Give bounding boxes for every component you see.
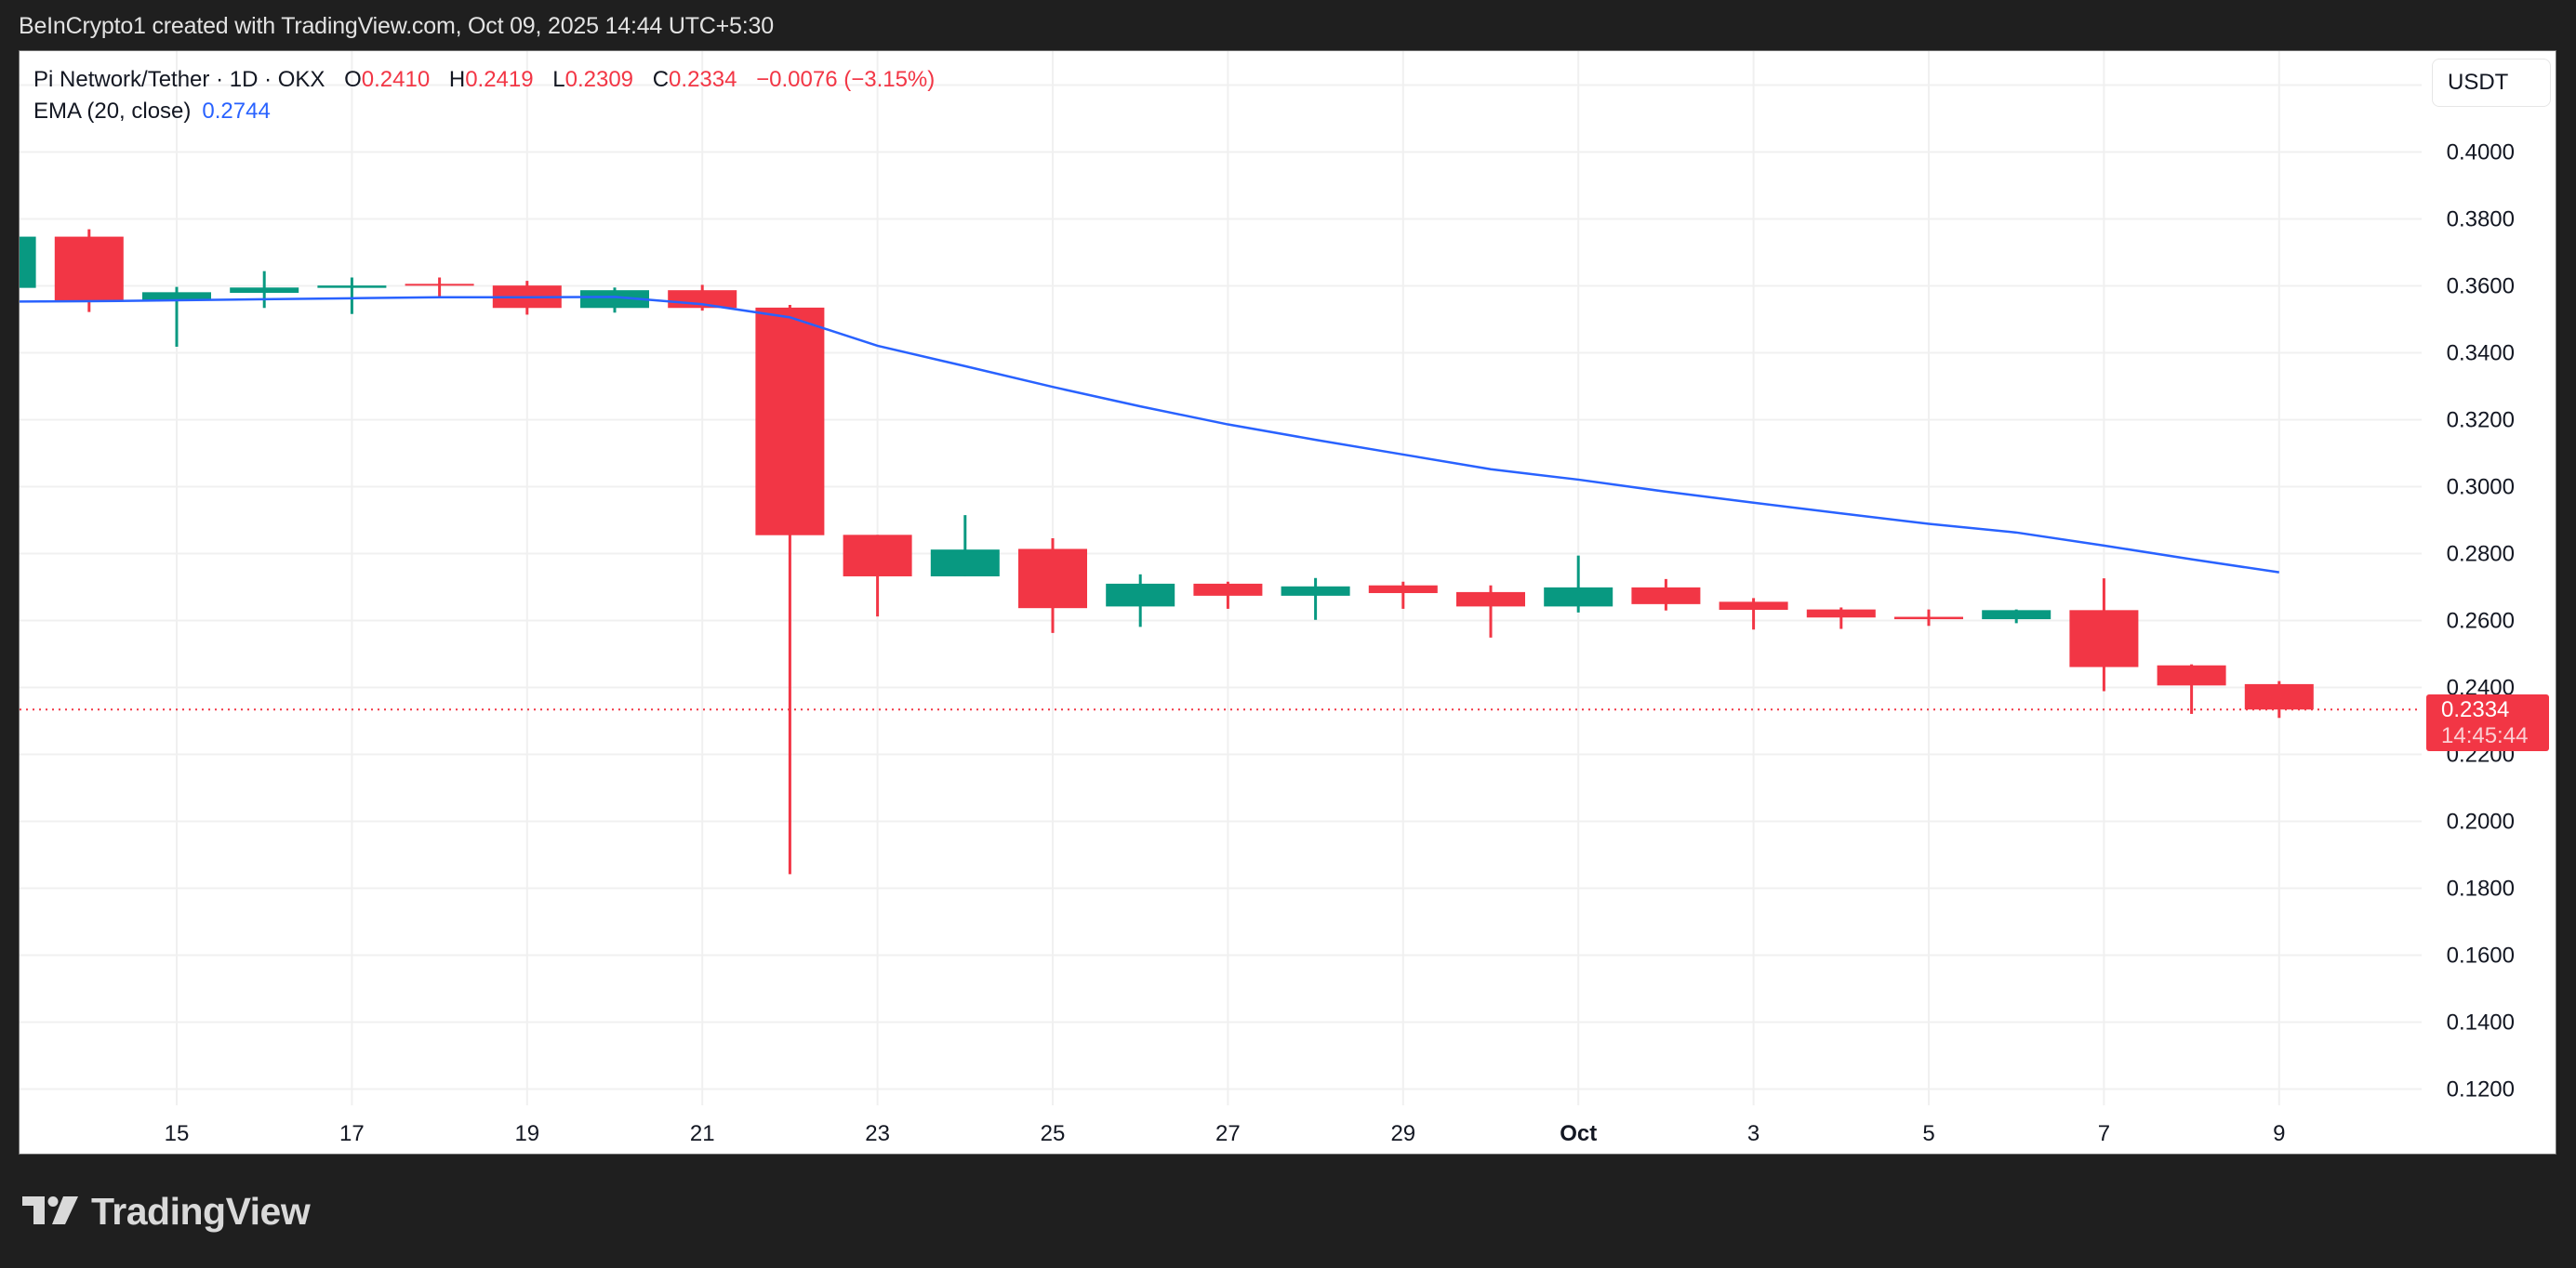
candle[interactable] bbox=[1806, 607, 1876, 629]
time-axis-label: 23 bbox=[865, 1121, 890, 1146]
change-value: −0.0076 (−3.15%) bbox=[756, 67, 936, 92]
time-axis-label: 17 bbox=[339, 1121, 365, 1146]
time-axis-label: 3 bbox=[1747, 1121, 1759, 1146]
candle[interactable] bbox=[755, 305, 825, 875]
price-axis-label: 0.3200 bbox=[2447, 408, 2515, 433]
time-axis-label: 9 bbox=[2273, 1121, 2285, 1146]
price-axis-label: 0.1600 bbox=[2447, 944, 2515, 969]
candle[interactable] bbox=[1456, 585, 1525, 638]
candle[interactable] bbox=[1631, 578, 1701, 611]
price-axis-label: 0.3600 bbox=[2447, 274, 2515, 299]
candle[interactable] bbox=[230, 271, 299, 309]
open-label: O bbox=[344, 67, 362, 92]
time-axis-label: 29 bbox=[1390, 1121, 1415, 1146]
tradingview-logo[interactable]: TradingView bbox=[22, 1190, 311, 1233]
candle[interactable] bbox=[580, 287, 649, 313]
close-label: C bbox=[652, 67, 670, 92]
close-value: 0.2334 bbox=[669, 67, 737, 92]
candle[interactable] bbox=[2069, 578, 2139, 692]
price-axis-label: 0.1400 bbox=[2447, 1010, 2515, 1036]
price-axis-label: 0.2000 bbox=[2447, 810, 2515, 835]
candle[interactable] bbox=[1719, 598, 1788, 630]
time-axis-label: Oct bbox=[1560, 1121, 1597, 1146]
candle[interactable] bbox=[2244, 680, 2314, 719]
symbol-title[interactable]: Pi Network/Tether · 1D · OKX bbox=[33, 67, 325, 92]
price-axis-label: 0.2800 bbox=[2447, 542, 2515, 567]
candle[interactable] bbox=[1894, 609, 1963, 627]
chart-legend: Pi Network/Tether · 1D · OKX O0.2410 H0.… bbox=[33, 64, 948, 127]
candle[interactable] bbox=[317, 277, 387, 314]
ema-legend-row[interactable]: EMA (20, close) 0.2744 bbox=[33, 96, 948, 127]
candle[interactable] bbox=[1193, 581, 1263, 609]
chart-credit-header: BeInCrypto1 created with TradingView.com… bbox=[19, 13, 774, 39]
candle[interactable] bbox=[20, 236, 36, 288]
time-axis-label: 25 bbox=[1041, 1121, 1066, 1146]
plot-area[interactable] bbox=[20, 229, 2314, 875]
time-axis-label: 7 bbox=[2098, 1121, 2110, 1146]
price-axis[interactable]: 0.12000.14000.16000.18000.20000.22000.24… bbox=[2447, 140, 2515, 1103]
candlestick-chart[interactable]: 0.12000.14000.16000.18000.20000.22000.24… bbox=[20, 51, 2556, 1155]
candle[interactable] bbox=[405, 277, 474, 298]
candle[interactable] bbox=[1018, 537, 1087, 633]
time-axis-label: 27 bbox=[1215, 1121, 1241, 1146]
candle[interactable] bbox=[1368, 581, 1438, 609]
bar-countdown: 14:45:44 bbox=[2441, 723, 2529, 748]
low-label: L bbox=[552, 67, 565, 92]
tradingview-logo-text: TradingView bbox=[91, 1189, 311, 1233]
price-axis-label: 0.3800 bbox=[2447, 207, 2515, 232]
time-axis-label: 19 bbox=[514, 1121, 539, 1146]
high-label: H bbox=[448, 67, 466, 92]
price-axis-label: 0.1200 bbox=[2447, 1077, 2515, 1103]
currency-button[interactable]: USDT bbox=[2432, 59, 2551, 107]
last-price-value: 0.2334 bbox=[2441, 697, 2510, 722]
time-axis-label: 21 bbox=[690, 1121, 715, 1146]
candle[interactable] bbox=[843, 535, 912, 617]
last-price-label: 0.2334 14:45:44 bbox=[2426, 694, 2549, 751]
low-value: 0.2309 bbox=[564, 67, 634, 92]
symbol-legend-row[interactable]: Pi Network/Tether · 1D · OKX O0.2410 H0.… bbox=[33, 64, 948, 96]
price-axis-label: 0.2600 bbox=[2447, 609, 2515, 634]
chart-panel[interactable]: 0.1200 0.1400 0.1600 0.1800 0.2000 0.2200 0.24… bbox=[19, 50, 2556, 1155]
time-axis[interactable]: 15 17 19 21 23 25 27 29 Oct 3 5 7 9 bbox=[165, 1121, 2286, 1146]
open-value: 0.2410 bbox=[361, 67, 431, 92]
time-axis-label: 5 bbox=[1922, 1121, 1934, 1146]
candle[interactable] bbox=[930, 515, 1000, 576]
ema-label[interactable]: EMA (20, close) bbox=[33, 99, 192, 124]
price-axis-label: 0.3400 bbox=[2447, 341, 2515, 366]
price-axis-label: 0.3000 bbox=[2447, 475, 2515, 500]
candle[interactable] bbox=[1106, 574, 1175, 627]
time-axis-label: 15 bbox=[165, 1121, 190, 1146]
ema-value: 0.2744 bbox=[202, 99, 271, 124]
candle[interactable] bbox=[54, 229, 124, 312]
price-axis-label: 0.1800 bbox=[2447, 877, 2515, 902]
ema-line bbox=[20, 296, 2279, 574]
grid-lines bbox=[20, 51, 2422, 1105]
candle[interactable] bbox=[1544, 555, 1613, 613]
candle[interactable] bbox=[1982, 609, 2052, 624]
candle[interactable] bbox=[142, 286, 211, 348]
price-axis-label: 0.4000 bbox=[2447, 140, 2515, 165]
candle[interactable] bbox=[2157, 664, 2226, 714]
candle[interactable] bbox=[1281, 577, 1350, 620]
high-value: 0.2419 bbox=[465, 67, 534, 92]
tradingview-logo-icon bbox=[22, 1196, 78, 1224]
